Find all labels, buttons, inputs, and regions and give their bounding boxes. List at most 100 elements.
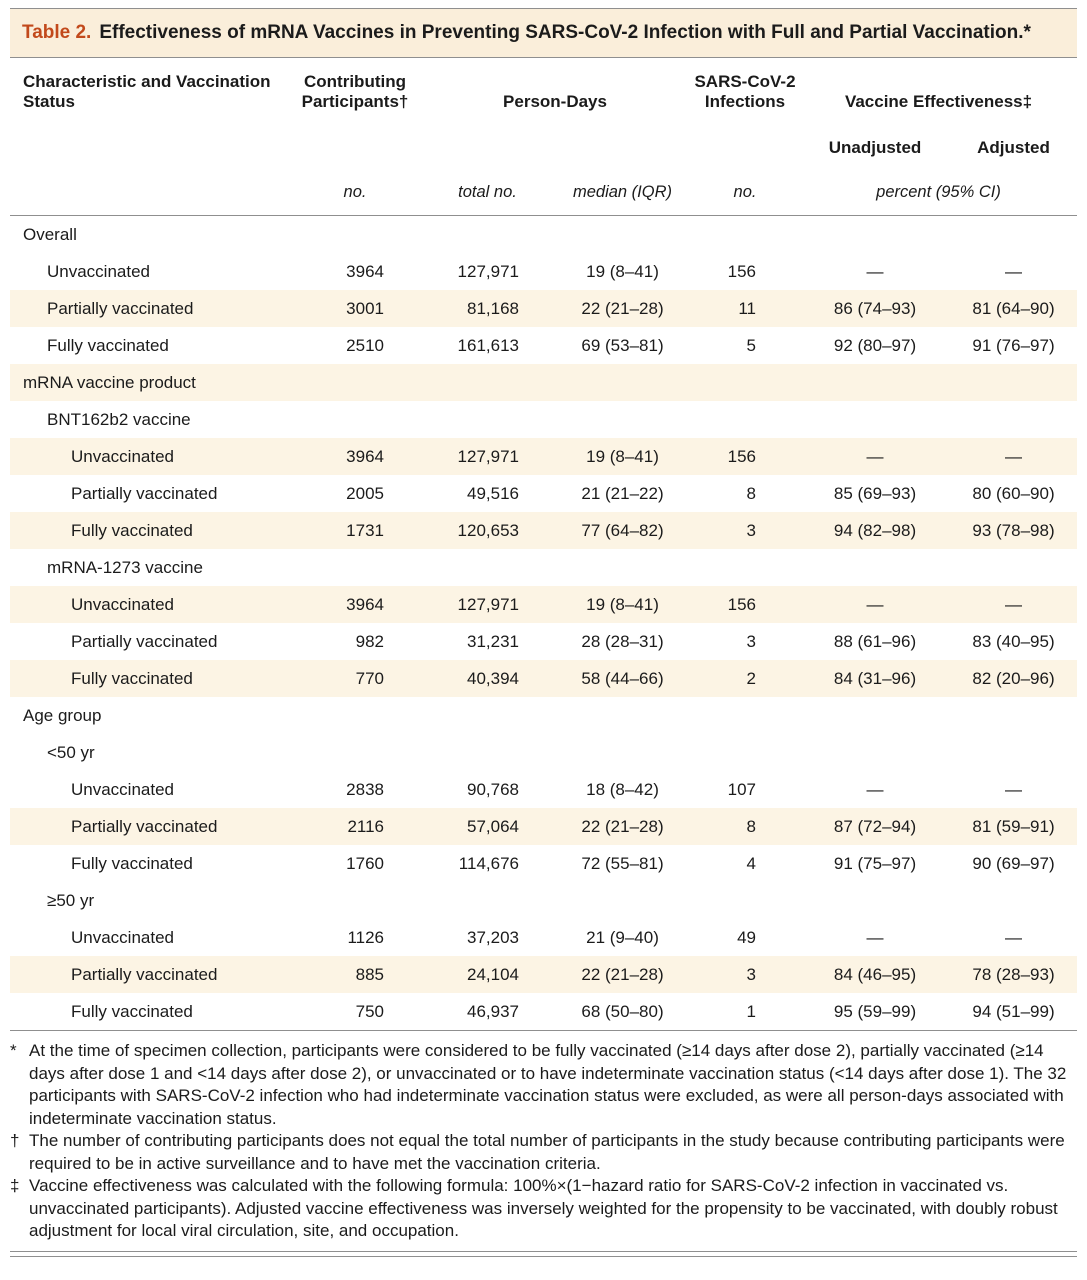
cell-person-days-total: 127,971	[457, 447, 519, 466]
cell-ve-unadjusted: 95 (59–99)	[800, 993, 950, 1031]
footnote-dagger: † The number of contributing participant…	[10, 1130, 1077, 1175]
table-title-bar: Table 2. Effectiveness of mRNA Vaccines i…	[10, 9, 1077, 58]
cell-ve-unadjusted: —	[866, 780, 884, 799]
cell-ve-adjusted	[950, 216, 1077, 254]
cell-infections	[690, 549, 800, 586]
cell-contributing-participants: 3964	[346, 595, 384, 614]
footnote-asterisk: * At the time of specimen collection, pa…	[10, 1040, 1077, 1130]
cell-person-days-total: 37,203	[467, 928, 519, 947]
row-label: Fully vaccinated	[10, 993, 290, 1031]
cell-contributing-participants	[290, 364, 420, 401]
header-spacer	[10, 112, 800, 158]
cell-person-days-total	[420, 697, 555, 734]
cell-person-days-total: 24,104	[467, 965, 519, 984]
cell-ve-adjusted: —	[1005, 262, 1022, 281]
table-row: Partially vaccinated 885 24,104 22 (21–28) 3…	[10, 956, 1077, 993]
cell-infections: 49	[737, 928, 756, 947]
cell-infections: 2	[746, 669, 756, 688]
cell-contributing-participants: 750	[290, 993, 420, 1031]
table-title: Effectiveness of mRNA Vaccines in Preven…	[99, 22, 1031, 43]
cell-ve-unadjusted: 94 (82–98)	[833, 521, 917, 540]
cell-person-days-median: 19 (8–41)	[586, 447, 659, 466]
cell-ve-unadjusted: 92 (80–97)	[833, 336, 917, 355]
cell-person-days-median	[555, 882, 690, 919]
cell-person-days-median: 21 (9–40)	[586, 928, 659, 947]
cell-person-days-total: 46,937	[420, 993, 555, 1031]
unit-effectiveness: percent (95% CI)	[800, 158, 1077, 216]
cell-ve-unadjusted: 84 (46–95)	[833, 965, 917, 984]
table-header: Characteristic and Vaccination Status Co…	[10, 58, 1077, 216]
section-row: Overall	[10, 216, 1077, 254]
cell-infections: 156	[727, 595, 756, 614]
table-2-card: Table 2. Effectiveness of mRNA Vaccines i…	[10, 8, 1077, 1031]
cell-contributing-participants: 2510	[346, 336, 384, 355]
footnote-symbol: †	[10, 1131, 20, 1150]
cell-ve-adjusted: 81 (59–91)	[972, 817, 1055, 836]
cell-infections: 1	[690, 993, 800, 1031]
col-header-person-days: Person-Days	[503, 92, 607, 111]
cell-contributing-participants: 2838	[346, 780, 384, 799]
cell-ve-adjusted	[950, 549, 1077, 586]
cell-person-days-median: 28 (28–31)	[581, 632, 664, 651]
cell-person-days-median	[555, 401, 690, 438]
footnote-double-dagger: ‡ Vaccine effectiveness was calculated w…	[10, 1175, 1077, 1243]
cell-contributing-participants: 770	[355, 669, 384, 688]
bottom-rule	[10, 1250, 1077, 1257]
cell-person-days-total: 81,168	[467, 299, 519, 318]
cell-person-days-total: 40,394	[467, 669, 519, 688]
cell-contributing-participants	[290, 882, 420, 919]
col-header-unadjusted: Unadjusted	[828, 138, 922, 157]
cell-person-days-median: 19 (8–41)	[586, 595, 659, 614]
cell-ve-adjusted	[950, 697, 1077, 734]
table-row: Unvaccinated 3964 127,971 19 (8–41) 156 — —	[10, 253, 1077, 290]
row-label: Unvaccinated	[71, 447, 175, 466]
col-header-participants: Contributing Participants†	[301, 72, 409, 111]
col-header-infections: SARS-CoV-2 Infections	[694, 72, 796, 111]
cell-ve-adjusted: —	[1005, 595, 1022, 614]
cell-ve-adjusted: —	[1005, 780, 1022, 799]
cell-person-days-total: 90,768	[467, 780, 519, 799]
cell-ve-adjusted: 91 (76–97)	[972, 336, 1055, 355]
footnote-text: At the time of specimen collection, part…	[29, 1041, 1067, 1128]
cell-infections: 156	[727, 447, 756, 466]
col-header-adjusted: Adjusted	[977, 138, 1050, 157]
row-label: Partially vaccinated	[71, 632, 218, 651]
cell-person-days-median	[555, 364, 690, 401]
cell-ve-unadjusted	[800, 401, 950, 438]
row-label: Fully vaccinated	[71, 521, 193, 540]
cell-infections	[690, 401, 800, 438]
cell-ve-unadjusted	[800, 697, 950, 734]
cell-contributing-participants: 885	[355, 965, 384, 984]
cell-contributing-participants: 3964	[346, 447, 384, 466]
footnotes: * At the time of specimen collection, pa…	[10, 1040, 1077, 1243]
cell-infections: 11	[738, 299, 756, 318]
cell-ve-adjusted: 93 (78–98)	[972, 521, 1055, 540]
row-label: Partially vaccinated	[47, 299, 194, 318]
cell-infections: 3	[746, 965, 756, 984]
cell-ve-unadjusted: 88 (61–96)	[833, 632, 917, 651]
table-row: Fully vaccinated 770 40,394 58 (44–66) 2 84 (…	[10, 660, 1077, 697]
cell-person-days-median: 69 (53–81)	[581, 336, 664, 355]
cell-ve-adjusted: —	[1005, 928, 1022, 947]
cell-ve-unadjusted	[800, 734, 950, 771]
cell-ve-adjusted: 82 (20–96)	[972, 669, 1055, 688]
row-label: Overall	[23, 225, 77, 244]
footnote-text: Vaccine effectiveness was calculated wit…	[29, 1176, 1058, 1240]
cell-contributing-participants: 3001	[346, 299, 384, 318]
cell-person-days-median: 21 (21–22)	[581, 484, 664, 503]
cell-person-days-median: 22 (21–28)	[581, 817, 664, 836]
cell-person-days-median	[555, 549, 690, 586]
cell-person-days-median: 18 (8–42)	[586, 780, 659, 799]
row-label: mRNA vaccine product	[23, 373, 196, 392]
cell-infections: 4	[746, 854, 756, 873]
header-row-main: Characteristic and Vaccination Status Co…	[10, 58, 1077, 112]
row-label: Age group	[23, 706, 102, 725]
table-row: Unvaccinated 1126 37,203 21 (9–40) 49 — —	[10, 919, 1077, 956]
row-label: Fully vaccinated	[71, 669, 193, 688]
cell-contributing-participants	[290, 549, 420, 586]
cell-person-days-median	[555, 734, 690, 771]
cell-person-days-total: 127,971	[457, 262, 519, 281]
table-row: Fully vaccinated 2510 161,613 69 (53–81) 5 92…	[10, 327, 1077, 364]
section-row: mRNA vaccine product	[10, 364, 1077, 401]
